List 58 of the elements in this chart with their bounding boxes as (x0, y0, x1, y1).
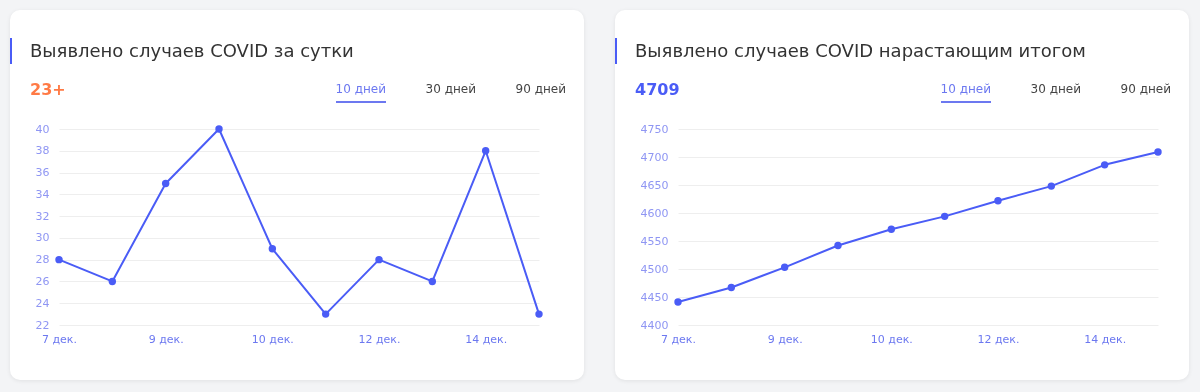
y-tick-label: 30 (35, 231, 50, 245)
y-tick-label: 4750 (640, 122, 669, 136)
point (428, 277, 437, 286)
x-tick-label: 9 дек. (148, 332, 184, 346)
point (1047, 182, 1056, 190)
point (834, 241, 842, 250)
point (1100, 161, 1109, 169)
text: 90 дней (1120, 82, 1171, 96)
y-tick-label: 4500 (640, 262, 669, 276)
point (321, 310, 330, 318)
point (481, 147, 490, 155)
point (1154, 148, 1162, 156)
point (215, 125, 223, 133)
chart-subtitle: 4709 (635, 80, 680, 99)
x-tick-label: 9 дек. (767, 332, 803, 346)
point (994, 196, 1002, 205)
x-tick-label: 14 дек. (465, 332, 508, 346)
x-tick-label: 7 дек. (41, 332, 78, 346)
text: 90 дней (515, 82, 566, 96)
point (940, 212, 949, 221)
y-tick-label: 38 (35, 144, 50, 158)
y-tick-label: 26 (35, 274, 50, 288)
y-tick-label: 32 (35, 209, 50, 223)
y-tick-label: 4550 (640, 234, 669, 248)
point (887, 225, 896, 233)
y-tick-label: 4600 (640, 206, 669, 220)
chart-subtitle: 23+ (30, 80, 66, 99)
point (161, 179, 170, 188)
chart-title: Выявлено случаев COVID за сутки (30, 40, 354, 61)
y-tick-label: 34 (35, 187, 50, 201)
point (268, 245, 277, 253)
point (780, 263, 789, 272)
point (55, 255, 63, 264)
text: 10 дней (940, 82, 991, 103)
y-tick-label: 4450 (640, 290, 669, 304)
y-tick-label: 22 (35, 318, 50, 332)
x-tick-label: 10 дек. (870, 332, 913, 346)
x-tick-label: 12 дек. (358, 332, 401, 346)
point (375, 255, 383, 264)
point (535, 310, 543, 318)
y-tick-label: 4650 (640, 178, 669, 192)
point (108, 277, 117, 286)
text: 10 дней (335, 82, 386, 103)
x-tick-label: 10 дек. (251, 332, 294, 346)
x-tick-label: 7 дек. (660, 332, 697, 346)
chart-title: Выявлено случаев COVID нарастающим итогом (635, 40, 1086, 61)
x-tick-label: 12 дек. (977, 332, 1020, 346)
y-tick-label: 24 (35, 296, 50, 310)
y-tick-label: 36 (35, 166, 50, 180)
text: 30 дней (425, 82, 476, 96)
point (674, 298, 682, 306)
y-tick-label: 4400 (640, 318, 669, 332)
y-tick-label: 28 (35, 253, 50, 267)
text: 30 дней (1030, 82, 1081, 96)
point (727, 283, 736, 292)
x-tick-label: 14 дек. (1084, 332, 1127, 346)
y-tick-label: 40 (35, 122, 50, 136)
y-tick-label: 4700 (640, 150, 669, 164)
